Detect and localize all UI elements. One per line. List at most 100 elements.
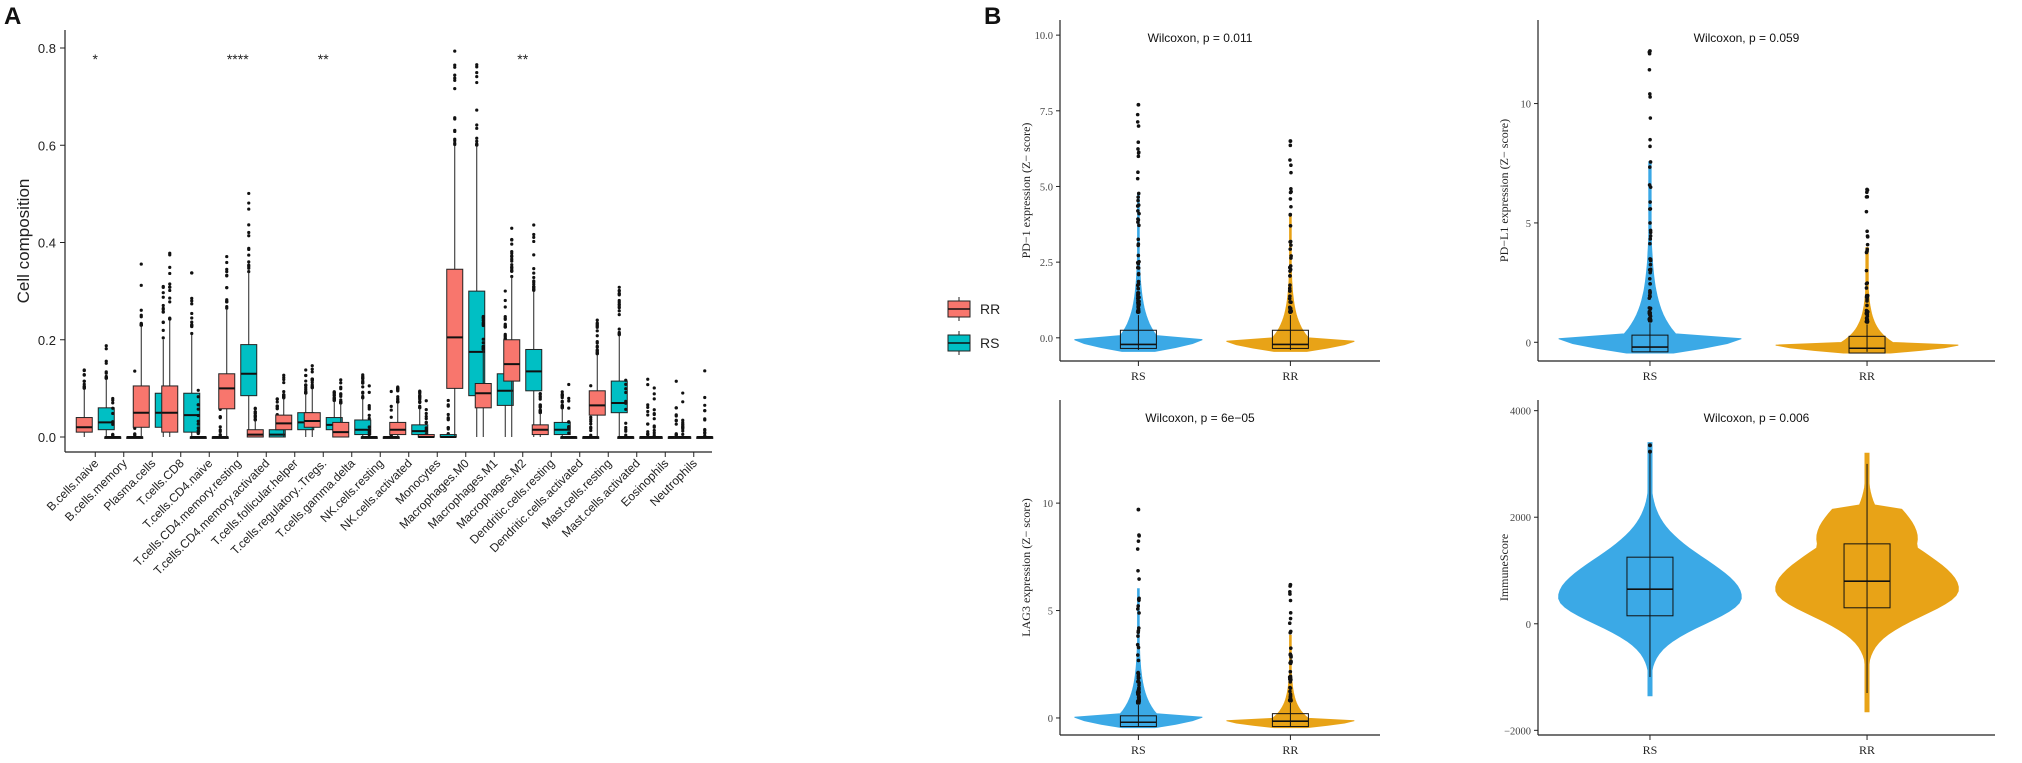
- outlier-point: [1136, 170, 1140, 175]
- outlier-point: [253, 407, 257, 411]
- outlier-point: [104, 347, 108, 351]
- y-tick-label: 0.6: [38, 138, 56, 153]
- outlier-point: [1865, 234, 1870, 238]
- legend-label: RR: [980, 301, 1000, 317]
- x-tick-label: RS: [1131, 743, 1146, 757]
- outlier-point: [1137, 211, 1141, 216]
- outlier-point: [674, 419, 678, 423]
- x-tick-label: RR: [1859, 369, 1875, 383]
- outlier-point: [703, 431, 707, 435]
- significance-label: ****: [227, 51, 249, 67]
- outlier-point: [652, 397, 656, 401]
- y-axis-title: PD−L1 expression (Z− score): [1497, 119, 1511, 262]
- outlier-point: [1648, 282, 1652, 286]
- outlier-point: [389, 389, 393, 394]
- outlier-point: [681, 425, 685, 429]
- outlier-point: [1137, 694, 1141, 698]
- outlier-point: [1648, 262, 1653, 267]
- violin-RS: [1074, 588, 1203, 729]
- outlier-point: [652, 417, 656, 421]
- outlier-point: [304, 373, 308, 378]
- outlier-point: [446, 427, 450, 431]
- outlier-point: [1136, 628, 1141, 633]
- outlier-point: [1289, 186, 1293, 191]
- violin-box: [1848, 335, 1886, 354]
- outlier-point: [624, 378, 628, 382]
- outlier-point: [247, 234, 251, 238]
- outlier-point: [617, 288, 621, 293]
- outlier-point: [310, 383, 314, 387]
- outlier-point: [1864, 286, 1869, 290]
- outlier-point: [196, 429, 200, 433]
- outlier-point: [1648, 137, 1652, 142]
- outlier-point: [560, 393, 564, 397]
- outlier-point: [247, 223, 251, 227]
- outlier-point: [1136, 294, 1140, 298]
- outlier-point: [1288, 283, 1292, 288]
- outlier-point: [310, 370, 314, 374]
- y-axis-title: Cell composition: [14, 179, 33, 304]
- outlier-point: [475, 80, 479, 85]
- outlier-point: [139, 283, 143, 287]
- outlier-point: [247, 264, 251, 269]
- outlier-point: [225, 269, 229, 274]
- outlier-point: [1865, 229, 1869, 234]
- outlier-point: [681, 429, 685, 433]
- box-RR: [446, 268, 464, 389]
- outlier-point: [475, 75, 479, 79]
- outlier-point: [1648, 207, 1652, 211]
- outlier-point: [703, 369, 707, 373]
- outlier-point: [133, 433, 137, 437]
- outlier-point: [681, 418, 685, 422]
- outlier-point: [190, 296, 194, 300]
- outlier-point: [1288, 294, 1292, 298]
- outlier-point: [538, 408, 542, 413]
- outlier-point: [1135, 120, 1140, 124]
- outlier-point: [1864, 295, 1869, 299]
- outlier-point: [133, 369, 137, 373]
- outlier-point: [247, 207, 251, 211]
- outlier-point: [1648, 95, 1652, 99]
- violin-panel-pd1: 0.0 2.5 5.0 7.5 10.0 PD−1 expression (Z− scor…: [1019, 20, 1380, 383]
- outlier-point: [503, 289, 507, 293]
- outlier-point: [646, 383, 650, 387]
- outlier-point: [453, 129, 457, 134]
- outlier-point: [674, 433, 678, 437]
- outlier-point: [1136, 209, 1140, 213]
- outlier-point: [1289, 204, 1293, 209]
- outlier-point: [1136, 299, 1141, 303]
- outlier-point: [310, 364, 314, 368]
- outlier-point: [111, 411, 115, 416]
- outlier-point: [82, 382, 86, 386]
- outlier-point: [624, 382, 628, 386]
- outlier-point: [453, 76, 457, 80]
- outlier-point: [617, 332, 621, 336]
- outlier-point: [453, 78, 457, 82]
- outlier-point: [481, 345, 485, 349]
- outlier-point: [104, 344, 108, 348]
- outlier-point: [1648, 237, 1653, 241]
- wilcoxon-annotation: Wilcoxon, p = 0.011: [1148, 31, 1253, 45]
- outlier-point: [389, 415, 393, 419]
- outlier-point: [1136, 203, 1141, 207]
- outlier-point: [310, 367, 314, 371]
- outlier-point: [1647, 443, 1652, 448]
- outlier-point: [161, 336, 165, 340]
- y-tick-label: 0.0: [1040, 334, 1053, 345]
- outlier-point: [1289, 653, 1293, 658]
- significance-label: *: [93, 51, 99, 67]
- outlier-point: [275, 400, 279, 404]
- box-RR: [75, 417, 93, 433]
- outlier-point: [595, 350, 599, 354]
- outlier-point: [1289, 170, 1293, 175]
- outlier-point: [475, 65, 479, 69]
- outlier-point: [681, 400, 685, 404]
- box-RR: [474, 383, 492, 409]
- outlier-point: [1287, 621, 1292, 626]
- outlier-point: [624, 407, 628, 411]
- outlier-point: [1289, 163, 1293, 168]
- outlier-point: [1288, 267, 1293, 272]
- outlier-point: [190, 311, 194, 316]
- outlier-point: [617, 327, 621, 331]
- outlier-point: [681, 391, 685, 395]
